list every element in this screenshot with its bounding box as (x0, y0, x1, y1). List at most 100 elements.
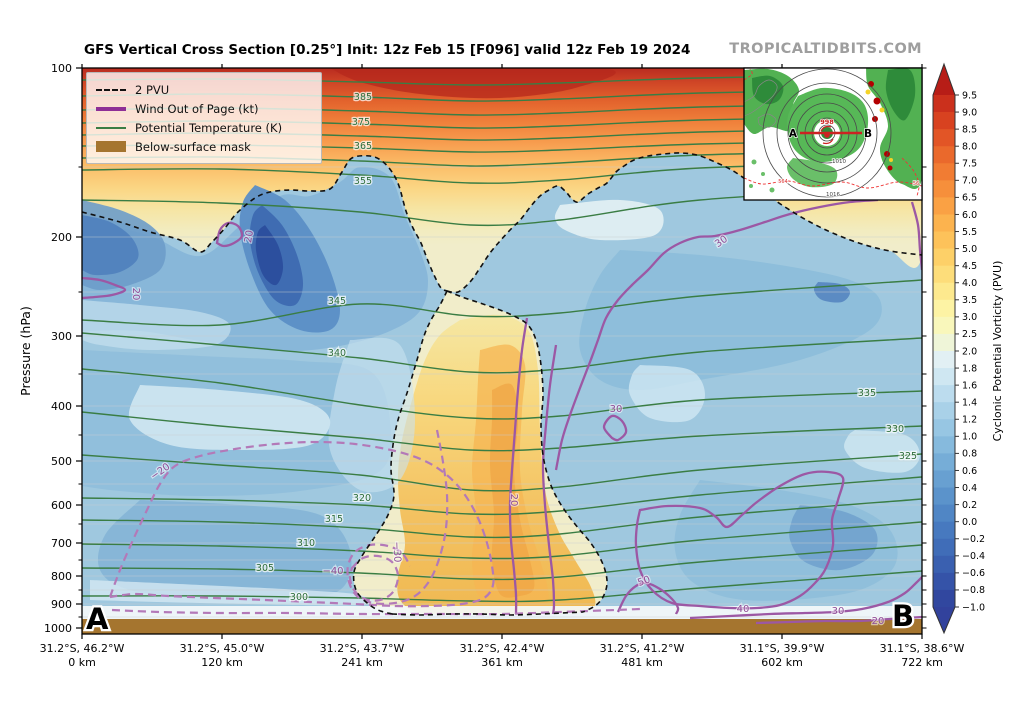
precip-blob (885, 68, 916, 121)
legend-label: Wind Out of Page (kt) (135, 101, 259, 116)
pvu2-contour (82, 154, 448, 292)
contour-label: 30 (610, 404, 623, 415)
pvu2-contour (391, 611, 584, 616)
y-tick-label: 500 (51, 455, 72, 468)
theta-contour (82, 570, 922, 603)
wind-contour-solid (554, 198, 879, 471)
contour-label: 335 (858, 388, 876, 399)
y-tick-label: 600 (51, 499, 72, 512)
colorbar-tick-label: 4.5 (962, 261, 977, 272)
colorbar-tick-label: 0.6 (962, 466, 977, 477)
contour-label: 345 (328, 296, 346, 307)
wind-contour-solid (508, 317, 529, 615)
colorbar-tick-label: 0.0 (962, 517, 977, 528)
below-surface-mask (82, 619, 922, 634)
colorbar-tick-label: 1.8 (962, 363, 977, 374)
colorbar-tick-label: 2.5 (962, 329, 977, 340)
green-line-swatch (96, 126, 126, 129)
legend-label: Below-surface mask (135, 139, 251, 154)
x-tick-coord: 31.1°S, 39.9°W (740, 642, 825, 655)
colorbar-tick-label: 0.4 (962, 483, 977, 494)
shading-blob (97, 500, 352, 601)
endpoint-label-A: A (86, 602, 109, 636)
theta-contour (82, 185, 922, 227)
colorbar-tick-label: 9.0 (962, 107, 977, 118)
isobar (787, 93, 867, 173)
colorbar-tick-label: 1.0 (962, 432, 977, 443)
shading-blob (330, 68, 616, 99)
shading-blob (128, 385, 331, 450)
thickness-line (744, 177, 922, 189)
contour-label: 375 (352, 117, 370, 128)
shading-blob (328, 337, 415, 493)
legend-item-2pvu: 2 PVU (96, 80, 311, 99)
coastline (744, 79, 778, 117)
colorbar-tick-label: 1.4 (962, 398, 977, 409)
legend-label: 2 PVU (135, 82, 170, 97)
inset-label: 1016 (826, 192, 840, 198)
contour-label: 30 (832, 606, 845, 617)
contour-label: 40 (737, 604, 750, 615)
wind-contour-solid (616, 581, 680, 615)
x-tick-distance: 0 km (68, 656, 96, 669)
colorbar-tick-label: 5.5 (962, 227, 977, 238)
y-axis-label: Pressure (hPa) (18, 306, 33, 396)
precip-blob (752, 75, 784, 105)
purple-line-swatch (96, 106, 126, 111)
watermark: TROPICALTIDBITS.COM (729, 41, 922, 57)
colorbar-tick-label: 6.0 (962, 210, 977, 221)
contour-label: 325 (899, 451, 917, 462)
contour-label: 320 (353, 493, 371, 504)
thickness-line (901, 157, 920, 197)
wind-contour-solid (634, 470, 845, 610)
theta-contour (82, 476, 922, 516)
theta-contour (82, 411, 922, 452)
wind-contour-solid (689, 576, 922, 620)
wind-contour-solid (910, 201, 922, 271)
colorbar-tick-label: 9.5 (962, 90, 977, 101)
pvu2-contour (352, 290, 448, 615)
inset-label: 564 (778, 179, 788, 185)
contour-label: 20 (872, 616, 885, 627)
x-tick-coord: 31.2°S, 42.4°W (460, 642, 545, 655)
colorbar-tick-label: 3.5 (962, 295, 977, 306)
x-tick-distance: 241 km (341, 656, 383, 669)
contour-label: 310 (297, 538, 315, 549)
shading-blob (554, 199, 664, 241)
contour-label: 330 (886, 424, 904, 435)
contour-label: 385 (354, 92, 372, 103)
wind-contour-dashed (346, 429, 449, 605)
x-tick-distance: 602 km (761, 656, 803, 669)
x-tick-distance: 120 km (201, 656, 243, 669)
legend-item-mask: Below-surface mask (96, 137, 311, 156)
theta-contour (82, 498, 922, 539)
x-tick-distance: 481 km (621, 656, 663, 669)
isobar (776, 82, 878, 184)
colorbar-tick-label: 8.5 (962, 124, 977, 135)
inset-label: 998 (820, 118, 834, 126)
colorbar: 9.5 9.0 8.5 8.0 7.5 7.0 6.5 6.0 5.5 5.0 4.5 4.0 3.5 3… (932, 62, 1004, 635)
contour-label: 315 (325, 514, 343, 525)
colorbar-tick-label: 0.8 (962, 449, 977, 460)
contour-label: 20 (243, 229, 256, 243)
y-tick-label: 1000 (44, 622, 72, 635)
wind-contour-solid (541, 344, 558, 615)
wind-contour-dashed (348, 554, 400, 602)
colorbar-tick-label: 7.5 (962, 159, 977, 170)
colorbar-tick-label: −0.8 (962, 585, 985, 596)
dashed-line-swatch (96, 88, 126, 91)
contour-label: −40 (322, 566, 343, 577)
inset-border (743, 67, 923, 201)
x-tick-coord: 31.2°S, 45.0°W (180, 642, 265, 655)
x-tick-coord: 31.2°S, 41.2°W (600, 642, 685, 655)
theta-contour (82, 279, 922, 327)
theta-contour (82, 332, 922, 374)
theta-contour (82, 368, 922, 420)
x-tick-coord: 31.2°S, 46.2°W (40, 642, 125, 655)
isobar (762, 68, 892, 198)
y-tick-label: 100 (51, 62, 72, 75)
thickness-line (744, 68, 753, 81)
colorbar-tick-label: 8.0 (962, 142, 977, 153)
legend: 2 PVU Wind Out of Page (kt) Potential Te… (86, 72, 322, 164)
